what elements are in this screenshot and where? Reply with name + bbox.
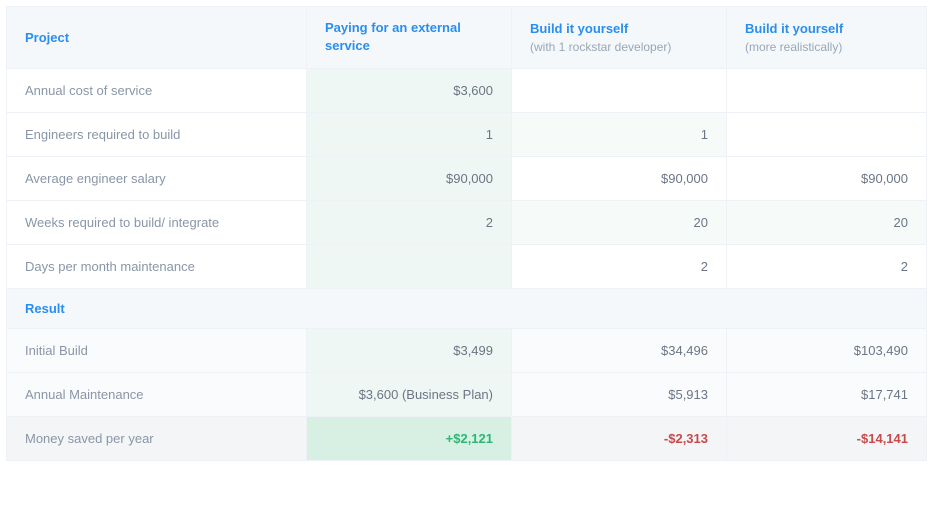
cell-value: 20 <box>512 201 727 245</box>
cell-value: $3,499 <box>307 329 512 373</box>
row-money-saved: Money saved per year +$2,121 -$2,313 -$1… <box>7 417 927 461</box>
row-annual-maintenance: Annual Maintenance $3,600 (Business Plan… <box>7 373 927 417</box>
cell-label: Initial Build <box>7 329 307 373</box>
cell-value: $3,600 (Business Plan) <box>307 373 512 417</box>
cell-value-positive: +$2,121 <box>307 417 512 461</box>
result-header-label: Result <box>7 289 927 329</box>
cell-label: Weeks required to build/ integrate <box>7 201 307 245</box>
cell-value: $90,000 <box>512 157 727 201</box>
row-annual-cost: Annual cost of service $3,600 <box>7 69 927 113</box>
cell-value: 1 <box>512 113 727 157</box>
cell-label: Annual cost of service <box>7 69 307 113</box>
cell-label: Money saved per year <box>7 417 307 461</box>
row-weeks: Weeks required to build/ integrate 2 20 … <box>7 201 927 245</box>
table-header-row: Project Paying for an external service B… <box>7 7 927 69</box>
row-result-header: Result <box>7 289 927 329</box>
header-project-label: Project <box>25 30 69 45</box>
header-col-build-realistic-sub: (more realistically) <box>745 39 908 55</box>
cell-value-negative: -$2,313 <box>512 417 727 461</box>
cell-value: 1 <box>307 113 512 157</box>
header-col-build-rockstar-main: Build it yourself <box>530 21 628 36</box>
cell-value <box>307 245 512 289</box>
row-engineers: Engineers required to build 1 1 <box>7 113 927 157</box>
header-col-build-rockstar-sub: (with 1 rockstar developer) <box>530 39 708 55</box>
header-col-build-realistic: Build it yourself (more realistically) <box>727 7 927 69</box>
cell-value <box>512 69 727 113</box>
cell-value: $90,000 <box>307 157 512 201</box>
header-col-build-realistic-main: Build it yourself <box>745 21 843 36</box>
cell-label: Engineers required to build <box>7 113 307 157</box>
cell-value: $17,741 <box>727 373 927 417</box>
cell-value: 2 <box>512 245 727 289</box>
row-salary: Average engineer salary $90,000 $90,000 … <box>7 157 927 201</box>
header-col-external-main: Paying for an external service <box>325 20 461 53</box>
cell-value: $34,496 <box>512 329 727 373</box>
cell-value: $103,490 <box>727 329 927 373</box>
cell-value: 2 <box>727 245 927 289</box>
header-col-external: Paying for an external service <box>307 7 512 69</box>
cell-label: Annual Maintenance <box>7 373 307 417</box>
cell-value: $90,000 <box>727 157 927 201</box>
header-col-build-rockstar: Build it yourself (with 1 rockstar devel… <box>512 7 727 69</box>
cost-comparison-table: Project Paying for an external service B… <box>6 6 927 461</box>
cell-value-negative: -$14,141 <box>727 417 927 461</box>
row-initial-build: Initial Build $3,499 $34,496 $103,490 <box>7 329 927 373</box>
cell-value <box>727 113 927 157</box>
header-project: Project <box>7 7 307 69</box>
cell-value <box>727 69 927 113</box>
cell-value: 2 <box>307 201 512 245</box>
cell-label: Days per month maintenance <box>7 245 307 289</box>
row-maintenance-days: Days per month maintenance 2 2 <box>7 245 927 289</box>
cell-value: $5,913 <box>512 373 727 417</box>
cell-value: 20 <box>727 201 927 245</box>
cell-value: $3,600 <box>307 69 512 113</box>
cell-label: Average engineer salary <box>7 157 307 201</box>
